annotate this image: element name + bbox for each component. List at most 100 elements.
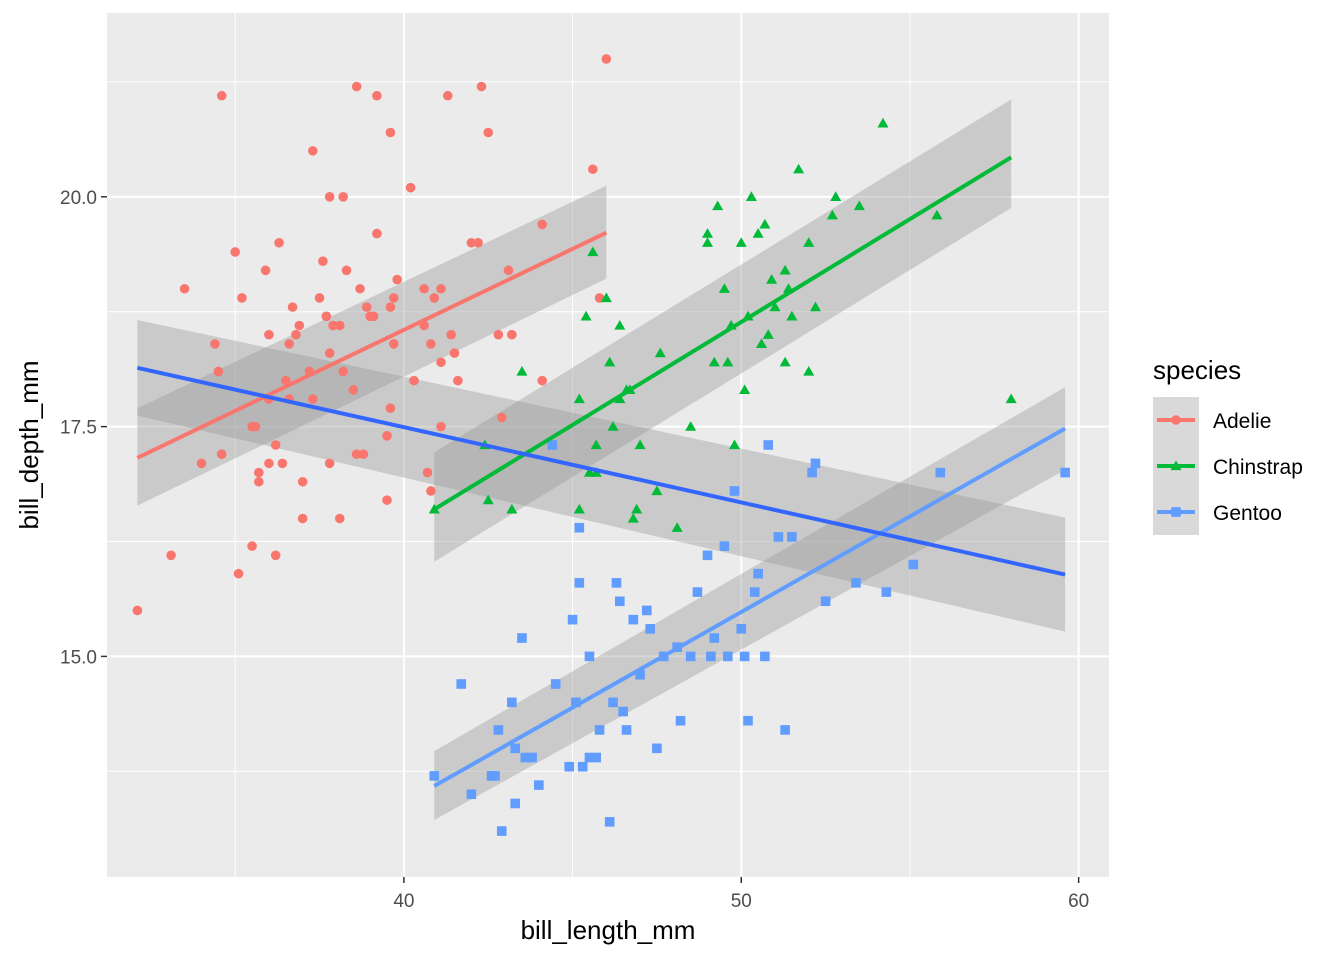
data-point (739, 384, 751, 394)
data-point (651, 485, 663, 496)
data-point (743, 715, 753, 726)
data-point (281, 375, 291, 386)
data-point (580, 310, 592, 321)
data-point (274, 237, 284, 248)
data-point (803, 365, 815, 376)
data-point (708, 356, 720, 367)
legend-key-marker (1171, 507, 1181, 517)
data-point (604, 356, 616, 367)
data-point (550, 679, 561, 689)
data-point (510, 798, 521, 809)
data-point (254, 467, 264, 478)
data-point (324, 458, 335, 469)
data-point (358, 449, 369, 459)
data-point (250, 421, 261, 432)
data-point (709, 633, 720, 643)
data-point (254, 476, 264, 487)
data-point (594, 725, 605, 735)
data-point (507, 697, 517, 708)
data-point (908, 559, 919, 570)
data-point (324, 192, 335, 202)
data-point (179, 283, 190, 294)
data-point (675, 715, 686, 726)
data-point (762, 329, 774, 339)
data-point (216, 449, 227, 459)
data-point (702, 228, 714, 238)
data-point (213, 366, 224, 377)
data-point (779, 356, 791, 367)
data-point (385, 302, 396, 312)
data-point (388, 293, 399, 303)
regression-line (136, 365, 1066, 577)
data-point (334, 513, 345, 524)
data-point (368, 311, 379, 322)
data-point (752, 228, 764, 238)
data-point (493, 725, 504, 735)
data-point (611, 578, 622, 588)
data-point (608, 697, 618, 708)
data-point (712, 200, 724, 211)
data-point (436, 357, 446, 368)
data-point (284, 339, 294, 349)
data-point (547, 440, 558, 450)
data-point (210, 339, 220, 349)
data-point (328, 320, 338, 331)
data-point (587, 246, 599, 257)
data-point (372, 90, 382, 101)
data-point (753, 568, 763, 579)
data-point (735, 237, 747, 247)
data-point (631, 503, 643, 514)
data-point (706, 651, 716, 662)
regression-line (433, 155, 1013, 512)
data-point (628, 614, 639, 625)
data-point (584, 752, 595, 763)
x-tick-label: 60 (1068, 891, 1089, 912)
data-point (270, 440, 281, 450)
data-point (237, 293, 247, 303)
data-point (763, 440, 774, 450)
data-point (466, 237, 477, 248)
data-point (793, 163, 805, 174)
data-point (341, 265, 352, 276)
data-point (826, 209, 838, 220)
data-point (527, 752, 537, 763)
data-point (931, 209, 943, 220)
data-point (318, 256, 328, 266)
data-point (382, 431, 392, 441)
legend-label: Chinstrap (1213, 456, 1303, 479)
y-axis-ticks: 15.0 17.5 20.0 (60, 188, 107, 668)
data-point (702, 237, 714, 247)
data-point (436, 283, 446, 294)
data-point (607, 421, 619, 431)
data-point (436, 421, 446, 432)
data-point (810, 458, 821, 469)
data-point (759, 218, 771, 229)
data-point (692, 587, 703, 597)
data-point (324, 348, 335, 358)
data-point (537, 375, 548, 386)
data-point (739, 651, 750, 662)
data-point (780, 725, 790, 735)
data-point (453, 375, 463, 386)
data-point (307, 394, 318, 404)
data-point (388, 339, 399, 349)
data-point (482, 494, 494, 505)
y-tick-label: 15.0 (60, 647, 97, 668)
data-point (877, 117, 889, 128)
data-point (422, 467, 433, 478)
y-axis-title: bill_depth_mm (14, 360, 44, 529)
data-point (722, 651, 733, 662)
data-point (601, 54, 612, 64)
data-point (590, 439, 602, 450)
data-point (338, 366, 348, 377)
data-point (405, 182, 416, 193)
data-point (718, 283, 730, 293)
data-point (294, 320, 305, 331)
data-point (456, 679, 467, 689)
data-point (755, 338, 768, 349)
data-point (493, 329, 504, 340)
data-point (652, 743, 662, 754)
data-point (507, 329, 517, 340)
data-point (600, 292, 612, 303)
data-point (728, 439, 741, 450)
